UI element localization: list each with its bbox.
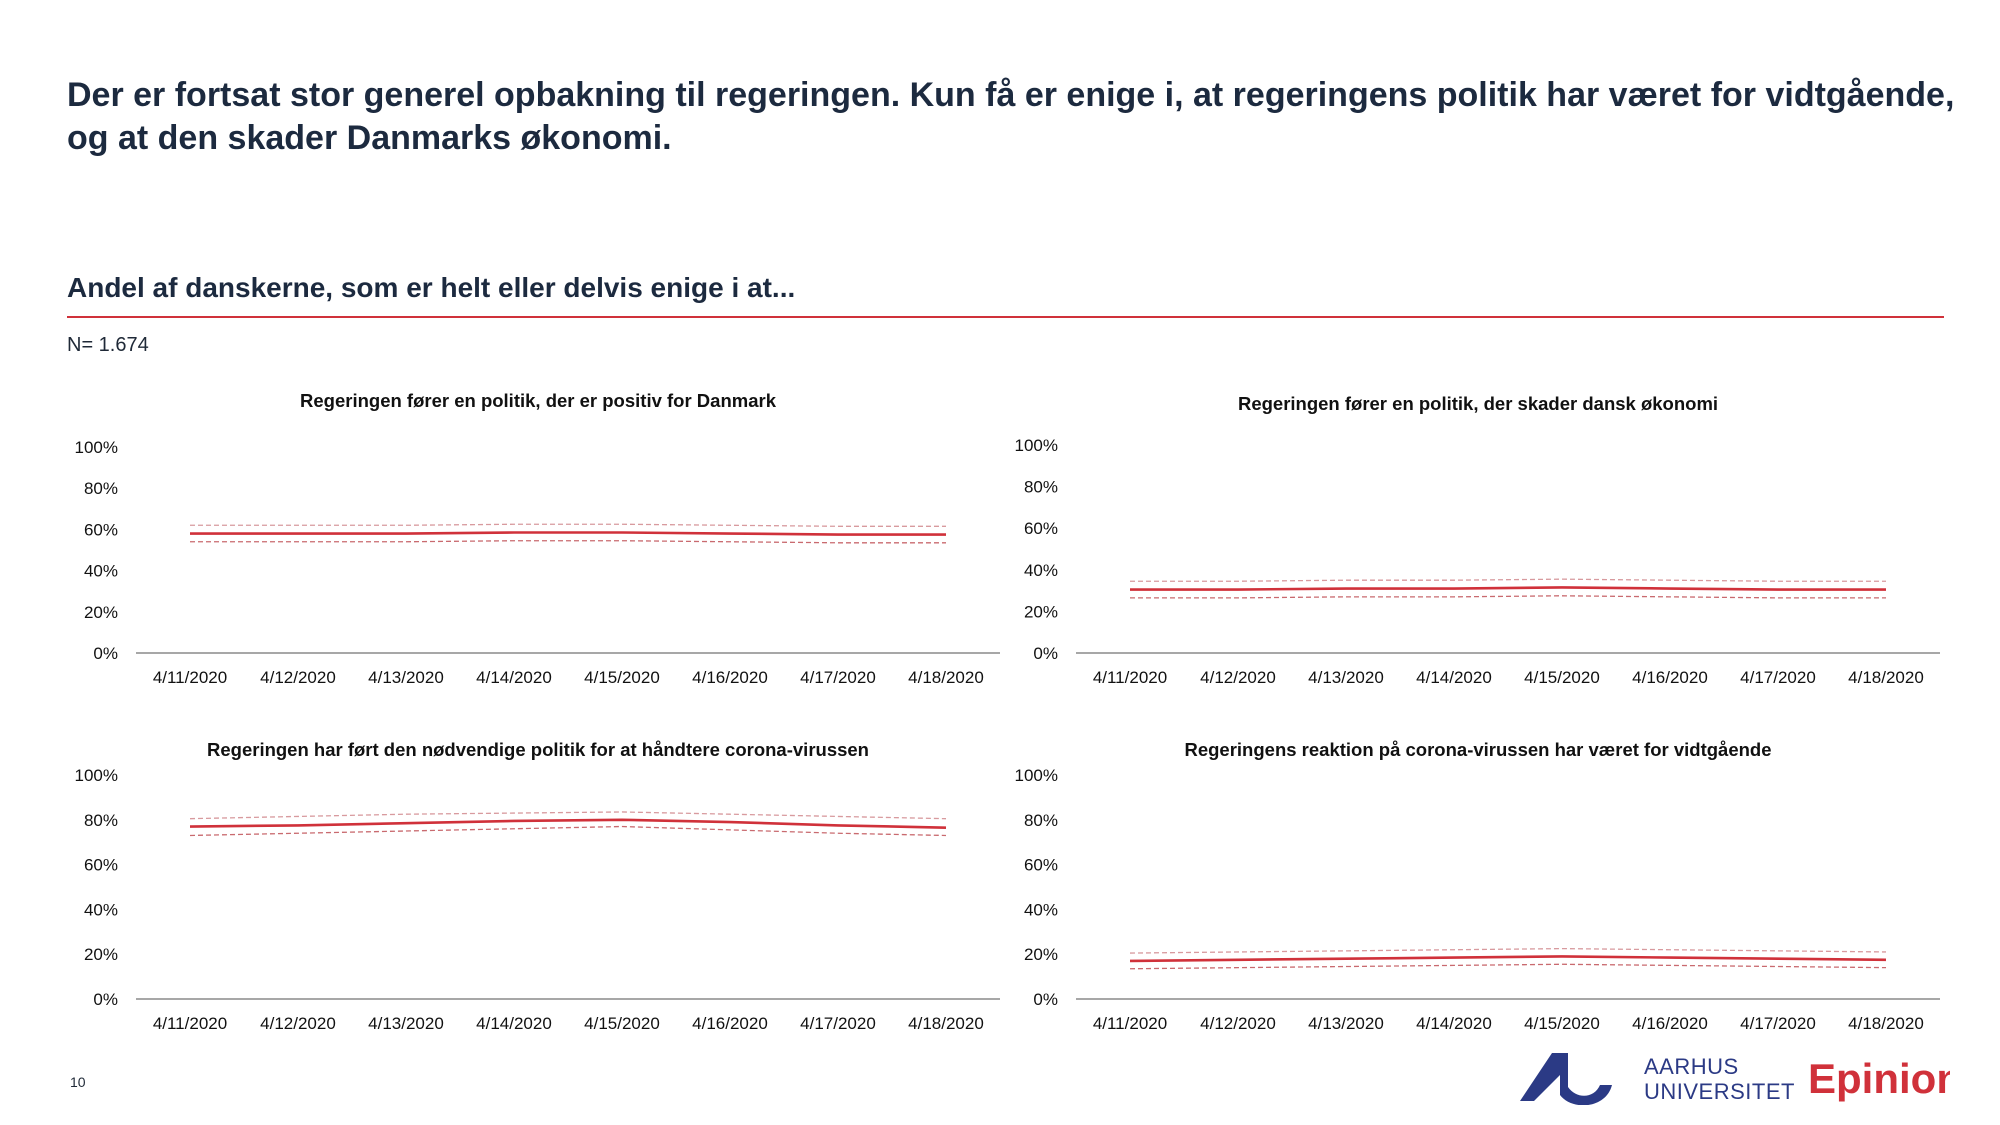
series-lower-line xyxy=(190,540,946,544)
x-tick-label: 4/14/2020 xyxy=(476,668,552,687)
x-tick-label: 4/15/2020 xyxy=(584,668,660,687)
y-tick-label: 40% xyxy=(84,900,118,919)
x-tick-label: 4/18/2020 xyxy=(1848,1014,1924,1033)
chart-title: Regeringen fører en politik, der er posi… xyxy=(300,390,777,411)
chart-harms-economy: Regeringen fører en politik, der skader … xyxy=(996,385,1956,695)
chart-title: Regeringen har ført den nødvendige polit… xyxy=(207,739,869,760)
x-tick-label: 4/16/2020 xyxy=(1632,1014,1708,1033)
y-tick-label: 100% xyxy=(1015,436,1058,455)
aarhus-logo-line1: AARHUS xyxy=(1644,1054,1739,1079)
series-estimate-line xyxy=(189,818,947,829)
section-subtitle: Andel af danskerne, som er helt eller de… xyxy=(67,272,796,303)
y-tick-label: 0% xyxy=(1033,990,1058,1009)
y-tick-label: 60% xyxy=(84,856,118,875)
x-tick-label: 4/16/2020 xyxy=(1632,668,1708,687)
x-tick-label: 4/13/2020 xyxy=(1308,1014,1384,1033)
y-tick-label: 100% xyxy=(75,766,118,785)
page-title: Der er fortsat stor generel opbakning ti… xyxy=(67,76,1955,157)
y-tick-label: 0% xyxy=(93,644,118,663)
y-tick-label: 100% xyxy=(75,438,118,457)
x-tick-label: 4/17/2020 xyxy=(1740,1014,1816,1033)
y-tick-label: 20% xyxy=(1024,945,1058,964)
series-upper-line xyxy=(1130,578,1886,582)
x-tick-label: 4/14/2020 xyxy=(1416,668,1492,687)
chart-svg-1: Regeringen fører en politik, der er posi… xyxy=(75,390,1000,687)
x-tick-label: 4/16/2020 xyxy=(692,668,768,687)
x-tick-label: 4/14/2020 xyxy=(1416,1014,1492,1033)
chart-svg-4: Regeringens reaktion på corona-virussen … xyxy=(1015,739,1940,1033)
x-tick-label: 4/18/2020 xyxy=(908,1014,984,1033)
x-tick-label: 4/16/2020 xyxy=(692,1014,768,1033)
y-tick-label: 20% xyxy=(1024,602,1058,621)
x-tick-label: 4/13/2020 xyxy=(1308,668,1384,687)
y-tick-label: 60% xyxy=(1024,856,1058,875)
aarhus-logo-line2: UNIVERSITET xyxy=(1644,1079,1795,1104)
series-lower-line xyxy=(189,825,947,837)
x-tick-label: 4/11/2020 xyxy=(153,668,227,687)
chart-positive-for-denmark: Regeringen fører en politik, der er posi… xyxy=(56,385,1016,695)
aarhus-logo-mark xyxy=(1520,1053,1612,1105)
y-tick-label: 100% xyxy=(1015,766,1058,785)
y-tick-label: 0% xyxy=(1033,644,1058,663)
x-tick-label: 4/12/2020 xyxy=(260,1014,336,1033)
y-tick-label: 0% xyxy=(93,990,118,1009)
y-tick-label: 60% xyxy=(1024,519,1058,538)
series-upper-line xyxy=(189,811,947,820)
x-tick-label: 4/13/2020 xyxy=(368,1014,444,1033)
x-tick-label: 4/12/2020 xyxy=(1200,1014,1276,1033)
x-tick-label: 4/13/2020 xyxy=(368,668,444,687)
x-tick-label: 4/15/2020 xyxy=(1524,1014,1600,1033)
x-tick-label: 4/15/2020 xyxy=(584,1014,660,1033)
series-lower-line xyxy=(1130,595,1886,599)
chart-title: Regeringens reaktion på corona-virussen … xyxy=(1184,739,1771,760)
x-tick-label: 4/12/2020 xyxy=(260,668,336,687)
x-tick-label: 4/14/2020 xyxy=(476,1014,552,1033)
chart-title: Regeringen fører en politik, der skader … xyxy=(1238,393,1718,414)
series-upper-line xyxy=(1129,947,1887,954)
sample-size-label: N= 1.674 xyxy=(67,334,149,356)
chart-necessary-policy: Regeringen har ført den nødvendige polit… xyxy=(56,733,1016,1043)
x-tick-label: 4/12/2020 xyxy=(1200,668,1276,687)
x-tick-label: 4/18/2020 xyxy=(1848,668,1924,687)
title-divider xyxy=(67,316,1944,318)
y-tick-label: 80% xyxy=(1024,811,1058,830)
y-tick-label: 40% xyxy=(84,562,118,581)
x-tick-label: 4/18/2020 xyxy=(908,668,984,687)
y-tick-label: 80% xyxy=(84,479,118,498)
x-tick-label: 4/17/2020 xyxy=(800,668,876,687)
series-estimate-line xyxy=(190,531,946,536)
series-estimate-line xyxy=(1129,955,1887,963)
y-tick-label: 40% xyxy=(1024,900,1058,919)
series-estimate-line xyxy=(1130,586,1886,591)
x-tick-label: 4/15/2020 xyxy=(1524,668,1600,687)
y-tick-label: 20% xyxy=(84,603,118,622)
y-tick-label: 20% xyxy=(84,945,118,964)
logo-area: AARHUS UNIVERSITET Epinion xyxy=(1520,1053,1950,1105)
y-tick-label: 40% xyxy=(1024,561,1058,580)
x-tick-label: 4/17/2020 xyxy=(1740,668,1816,687)
x-tick-label: 4/17/2020 xyxy=(800,1014,876,1033)
chart-svg-2: Regeringen fører en politik, der skader … xyxy=(1015,393,1940,687)
series-lower-line xyxy=(1129,963,1887,970)
chart-too-far-reaching: Regeringens reaktion på corona-virussen … xyxy=(996,733,1956,1043)
x-tick-label: 4/11/2020 xyxy=(1093,668,1167,687)
y-tick-label: 60% xyxy=(84,520,118,539)
aarhus-university-logo: AARHUS UNIVERSITET xyxy=(1520,1053,1795,1105)
y-tick-label: 80% xyxy=(1024,478,1058,497)
x-tick-label: 4/11/2020 xyxy=(1093,1014,1167,1033)
chart-svg-3: Regeringen har ført den nødvendige polit… xyxy=(75,739,1000,1033)
x-tick-label: 4/11/2020 xyxy=(153,1014,227,1033)
epinion-logo: Epinion xyxy=(1808,1055,1950,1102)
series-upper-line xyxy=(190,523,946,527)
page-number: 10 xyxy=(70,1074,86,1090)
y-tick-label: 80% xyxy=(84,811,118,830)
